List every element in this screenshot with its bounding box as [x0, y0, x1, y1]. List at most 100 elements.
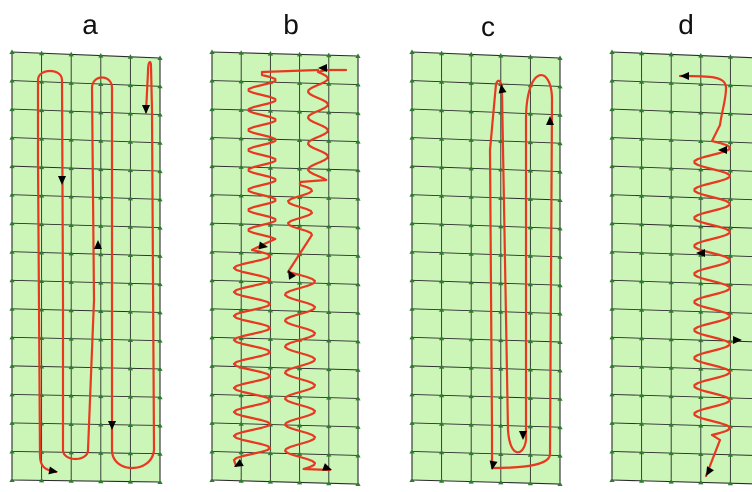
grid-node-marker [439, 136, 445, 141]
grid-row-line [11, 80, 161, 87]
grid-node-marker [557, 396, 563, 401]
grid-node-marker [468, 479, 474, 484]
grid-row-line [411, 80, 561, 87]
grid-node-marker [527, 338, 533, 344]
grid-node-marker [355, 310, 361, 315]
grid-node-marker [209, 334, 215, 340]
grid-node-marker [297, 223, 303, 228]
grid-node-marker [698, 394, 704, 400]
grid-node-marker [439, 50, 445, 56]
grid-node-marker [39, 249, 45, 255]
grid-row-line [411, 194, 561, 201]
direction-arrow-icon [94, 240, 102, 249]
grid-node-marker [209, 135, 215, 140]
grid-node-marker [98, 365, 104, 370]
grid-node-marker [326, 195, 332, 200]
grid-node-marker [157, 394, 163, 400]
grid-node-marker [727, 281, 733, 287]
grid-node-marker [557, 112, 563, 117]
grid-node-marker [439, 79, 445, 84]
grid-node-marker [557, 339, 563, 344]
grid-node-marker [698, 166, 704, 172]
grid-node-marker [297, 422, 303, 428]
grid-node-marker [157, 479, 163, 484]
grid-node-marker [355, 196, 361, 201]
grid-node-marker [238, 221, 244, 226]
grid-a [9, 49, 163, 484]
grid-node-marker [527, 111, 533, 116]
direction-arrow-icon [489, 460, 498, 470]
field-a [11, 51, 161, 483]
grid-row-line [411, 365, 561, 371]
grid-node-marker [157, 338, 163, 343]
grid-node-marker [68, 222, 74, 227]
grid-node-marker [609, 49, 615, 54]
grid-node-marker [639, 392, 645, 398]
grid-node-marker [527, 224, 533, 230]
grid-node-marker [439, 307, 445, 312]
grid-row-line [211, 279, 359, 285]
grid-node-marker [609, 249, 615, 254]
grid-node-marker [68, 51, 74, 57]
grid-node-marker [727, 139, 733, 145]
grid-node-marker [267, 307, 273, 313]
grid-node-marker [557, 225, 563, 231]
grid-node-marker [409, 220, 415, 226]
grid-row-line [11, 422, 161, 426]
grid-node-marker [297, 280, 303, 285]
grid-node-marker [326, 81, 332, 86]
grid-node-marker [355, 81, 361, 87]
grid-node-marker [238, 249, 244, 255]
grid-node-marker [209, 477, 215, 482]
grid-node-marker [39, 278, 45, 284]
grid-node-marker [157, 196, 163, 202]
grid-node-marker [238, 278, 244, 284]
grid-node-marker [468, 165, 474, 171]
grid-node-marker [157, 111, 163, 117]
grid-node-marker [527, 54, 533, 59]
grid-node-marker [157, 422, 163, 428]
grid-node-marker [439, 449, 445, 455]
grid-b [209, 49, 361, 486]
grid-node-marker [468, 108, 474, 114]
grid-node-marker [127, 139, 133, 144]
grid-node-marker [297, 308, 303, 314]
grid-node-marker [98, 308, 104, 313]
grid-node-marker [39, 50, 45, 56]
grid-row-line [11, 251, 161, 257]
grid-node-marker [527, 167, 533, 173]
grid-row-line [411, 422, 561, 428]
grid-node-marker [297, 137, 303, 142]
grid-row-line [211, 393, 359, 399]
grid-row-line [411, 222, 561, 229]
grid-node-marker [157, 55, 163, 60]
grid-node-marker [668, 108, 674, 114]
grid-node-marker [127, 337, 133, 342]
grid-node-marker [639, 193, 645, 198]
grid-node-marker [609, 477, 615, 482]
flight-track-a [36, 60, 156, 474]
grid-node-marker [326, 337, 332, 343]
grid-node-marker [267, 51, 273, 56]
grid-node-marker [98, 53, 104, 58]
grid-node-marker [209, 249, 215, 254]
grid-node-marker [557, 55, 563, 60]
grid-node-marker [668, 393, 674, 399]
grid-node-marker [439, 364, 445, 369]
grid-node-marker [698, 195, 704, 200]
grid-row-line [411, 279, 561, 286]
grid-node-marker [409, 135, 415, 140]
grid-node-marker [698, 280, 704, 286]
grid-row-line [611, 365, 752, 371]
grid-node-marker [468, 194, 474, 199]
grid-node-marker [127, 252, 133, 258]
direction-arrow-icon [142, 105, 150, 114]
grid-node-marker [439, 107, 445, 113]
grid-row-line [11, 336, 161, 342]
grid-node-marker [9, 249, 15, 254]
grid-node-marker [527, 139, 533, 145]
grid-node-marker [468, 308, 474, 313]
grid-node-marker [157, 140, 163, 145]
grid-node-marker [698, 422, 704, 428]
grid-node-marker [297, 80, 303, 85]
